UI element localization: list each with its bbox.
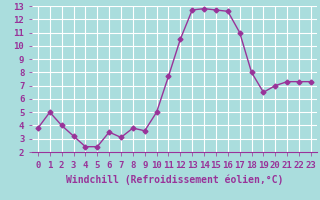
X-axis label: Windchill (Refroidissement éolien,°C): Windchill (Refroidissement éolien,°C)	[66, 174, 283, 185]
